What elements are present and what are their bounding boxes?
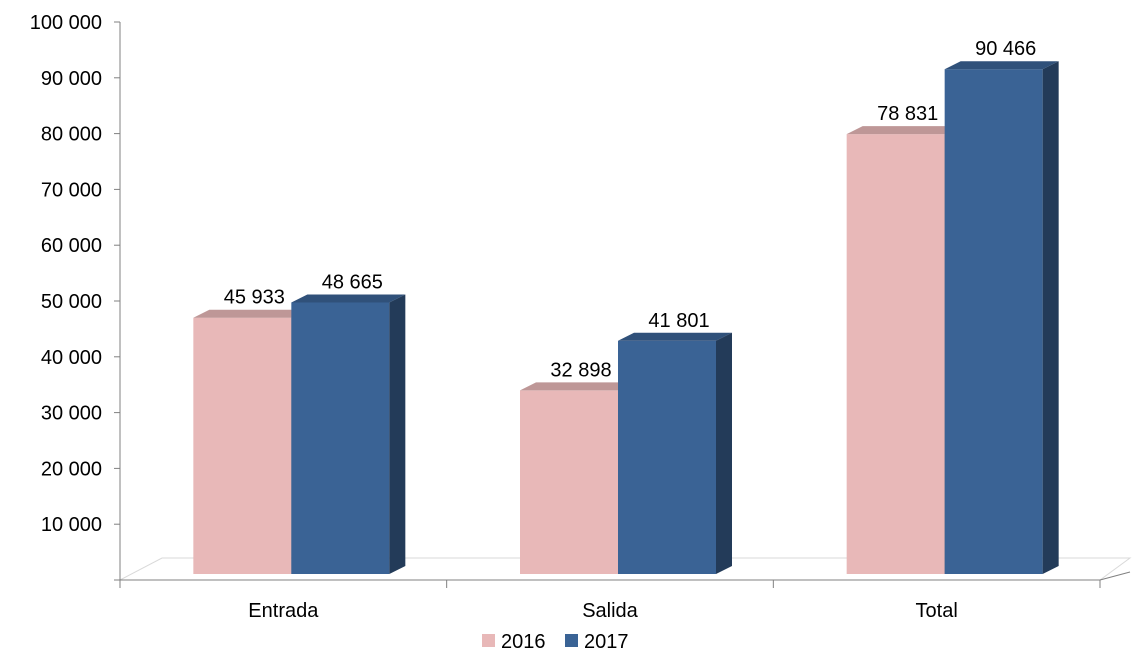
data-label: 78 831	[877, 103, 938, 125]
y-tick-label: 50 000	[41, 291, 102, 313]
bar	[520, 390, 618, 574]
data-label: 45 933	[224, 287, 285, 309]
bar-top	[291, 294, 406, 303]
bar-top	[193, 309, 308, 318]
bar-top	[944, 61, 1059, 70]
legend-swatch	[482, 634, 495, 647]
y-tick-label: 70 000	[41, 179, 102, 201]
x-axis-line-depth	[1099, 571, 1131, 581]
y-tick-label: 40 000	[41, 347, 102, 369]
bar	[846, 134, 945, 574]
x-tick-label: Entrada	[248, 600, 319, 622]
bar	[618, 340, 716, 574]
data-label: 90 466	[975, 38, 1036, 60]
bar-top	[618, 332, 732, 341]
x-tick-label: Salida	[582, 600, 638, 622]
legend-swatch	[565, 634, 578, 647]
y-tick-label: 80 000	[41, 124, 102, 146]
y-tick-label: 100 000	[30, 12, 102, 34]
bar-side	[389, 294, 406, 574]
x-tick-label: Total	[916, 600, 958, 622]
y-tick-label: 30 000	[41, 403, 102, 425]
y-tick-label: 90 000	[41, 68, 102, 90]
legend-label: 2017	[584, 631, 629, 653]
data-label: 41 801	[648, 310, 709, 332]
data-label: 32 898	[550, 359, 611, 381]
bar-top	[520, 382, 634, 391]
bar	[291, 302, 390, 574]
y-tick-label: 10 000	[41, 514, 102, 536]
bar-side	[1042, 61, 1059, 575]
bar-side	[716, 332, 732, 574]
bar	[193, 317, 292, 574]
bar-top	[846, 126, 961, 135]
y-tick-label: 60 000	[41, 235, 102, 257]
legend-label: 2016	[501, 631, 546, 653]
data-label: 48 665	[322, 271, 383, 293]
bar	[944, 69, 1043, 575]
y-tick-label: 20 000	[41, 458, 102, 480]
